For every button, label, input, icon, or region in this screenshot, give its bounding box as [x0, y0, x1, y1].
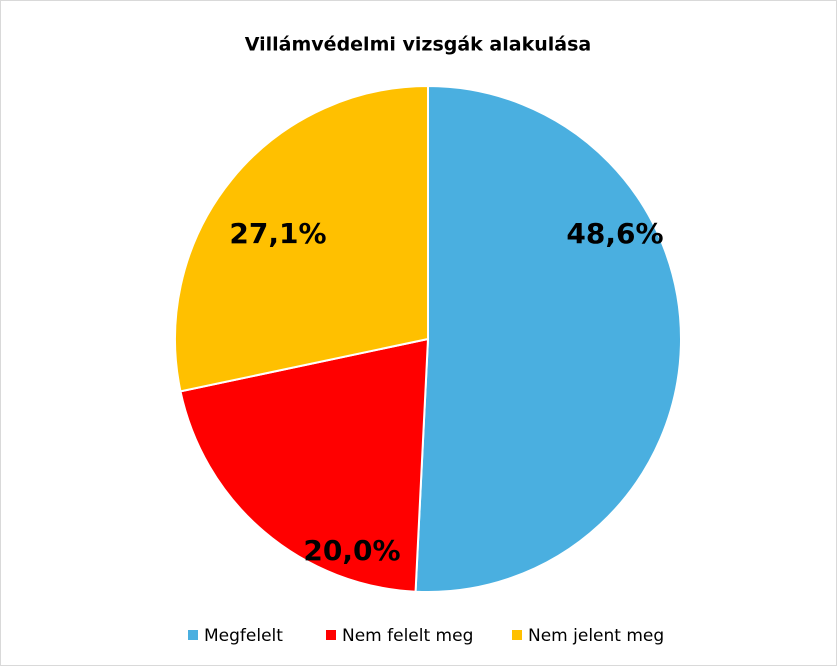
pie-slice [179, 337, 430, 593]
pie-slice [414, 84, 683, 593]
data-label: 20,0% [303, 534, 400, 567]
legend-label: Nem jelent meg [528, 626, 664, 646]
data-label: 48,6% [566, 217, 663, 250]
pie-slice [174, 84, 429, 393]
legend-swatch [512, 630, 522, 640]
legend-label: Nem felelt meg [342, 626, 473, 646]
legend-swatch [188, 630, 198, 640]
legend-swatch [326, 630, 336, 640]
chart-title: Villámvédelmi vizsgák alakulása [245, 34, 591, 56]
legend-label: Megfelelt [204, 626, 283, 646]
data-label: 27,1% [229, 217, 326, 250]
